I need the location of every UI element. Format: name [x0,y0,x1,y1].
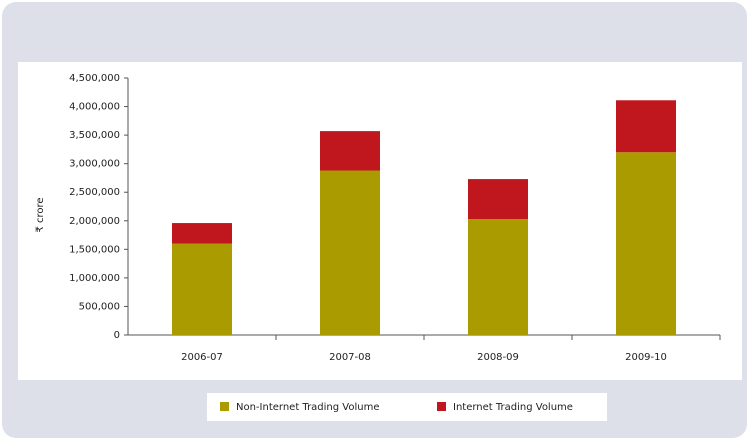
bar-segment [172,243,232,335]
y-axis-label: ₹ crore [35,197,46,232]
bar-segment [468,179,528,220]
y-tick-label: 1,500,000 [69,244,120,255]
legend-swatch [437,402,446,411]
x-tick-label: 2008-09 [477,352,519,363]
bar-segment [468,219,528,335]
bar-segment [616,152,676,335]
y-tick-label: 3,000,000 [69,159,120,170]
legend-label: Internet Trading Volume [453,402,573,413]
y-tick-label: 0 [114,330,120,341]
y-tick-label: 3,500,000 [69,130,120,141]
bar-segment [320,131,380,171]
y-tick-label: 4,500,000 [69,73,120,84]
x-tick-label: 2007-08 [329,352,371,363]
y-tick-label: 500,000 [79,301,120,312]
x-tick-label: 2009-10 [625,352,667,363]
y-tick-label: 1,000,000 [69,273,120,284]
x-tick-label: 2006-07 [181,352,223,363]
legend-swatch [220,402,229,411]
bar-segment [172,223,232,244]
bar-segment [616,100,676,153]
y-tick-label: 4,000,000 [69,102,120,113]
legend-label: Non-Internet Trading Volume [236,402,380,413]
bar-segment [320,170,380,335]
y-tick-label: 2,500,000 [69,187,120,198]
legend-box [207,393,607,421]
y-tick-label: 2,000,000 [69,216,120,227]
